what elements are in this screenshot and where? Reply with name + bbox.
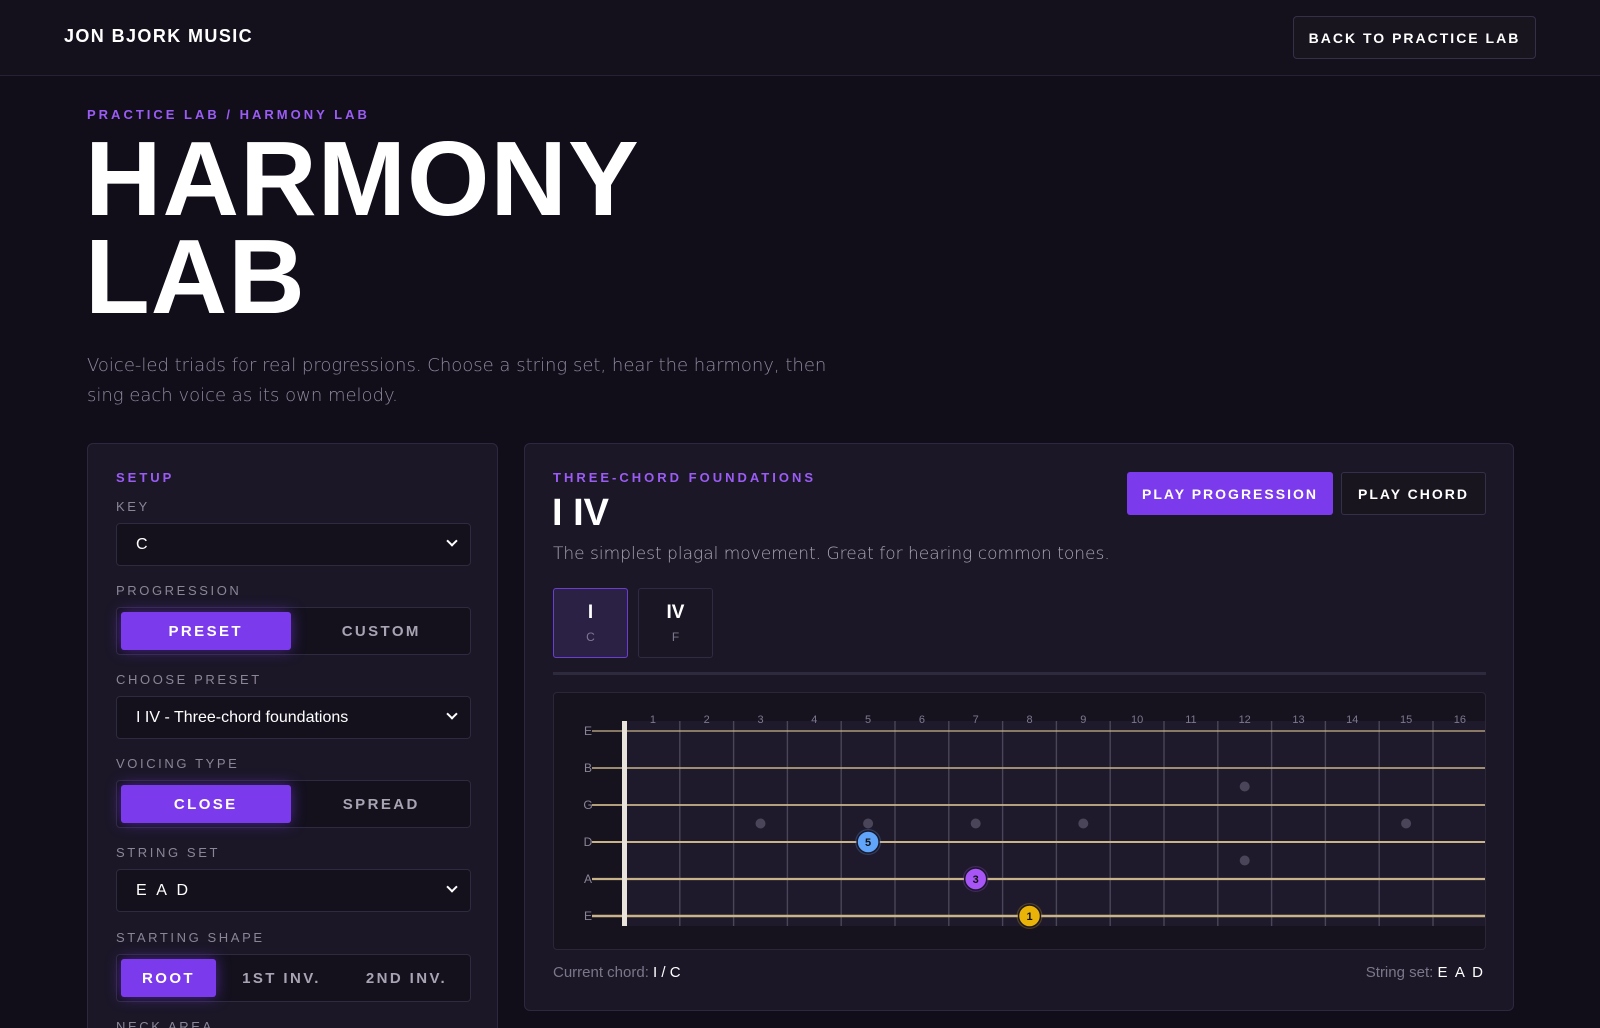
chord-name: C bbox=[586, 630, 595, 644]
note-interval-label: 5 bbox=[865, 837, 871, 849]
voicing-spread-option[interactable]: SPREAD bbox=[342, 795, 420, 813]
string-set-select-value: E A D bbox=[136, 881, 192, 899]
key-select[interactable]: C bbox=[116, 523, 471, 566]
fretboard-container: 1 2 3 4 5 6 7 8 9 10 11 12 13 14 15 16 E B G D A E 5 3 1 bbox=[553, 692, 1488, 950]
current-chord-label: Current chord: bbox=[553, 964, 649, 981]
play-progression-button[interactable]: PLAY PROGRESSION bbox=[1127, 472, 1333, 515]
fret-number: 3 bbox=[757, 714, 763, 726]
fret-number: 7 bbox=[973, 714, 979, 726]
back-to-practice-lab-button[interactable]: BACK TO PRACTICE LAB bbox=[1293, 16, 1536, 59]
neck-area-label: NECK AREA bbox=[116, 1019, 214, 1028]
starting-shape-label: STARTING SHAPE bbox=[116, 930, 265, 945]
current-chord-readout: Current chord: I / C bbox=[553, 964, 681, 981]
string-set-readout: String set: E A D bbox=[1366, 964, 1485, 981]
note-marker bbox=[1017, 904, 1042, 928]
chevron-down-icon bbox=[446, 708, 458, 720]
fret-number: 2 bbox=[704, 714, 710, 726]
current-chord-value: I / C bbox=[653, 964, 681, 981]
note-interval-label: 1 bbox=[1026, 911, 1032, 923]
fret-inlay-dot bbox=[863, 818, 874, 829]
progression-category: THREE-CHORD FOUNDATIONS bbox=[553, 470, 817, 485]
divider bbox=[553, 672, 1486, 675]
progression-toggle: PRESET CUSTOM bbox=[116, 607, 471, 655]
progression-panel: THREE-CHORD FOUNDATIONS I IV The simples… bbox=[524, 443, 1514, 1011]
fret-number: 5 bbox=[865, 714, 871, 726]
fret-inlay-dot bbox=[1239, 781, 1250, 792]
string-name: D bbox=[584, 835, 593, 849]
preset-select[interactable]: I IV - Three-chord foundations bbox=[116, 696, 471, 739]
string-name: G bbox=[583, 798, 592, 812]
string-set-readout-label: String set: bbox=[1365, 964, 1434, 981]
key-select-value: C bbox=[136, 535, 148, 553]
note-interval-label: 3 bbox=[973, 874, 979, 886]
fret-number: 10 bbox=[1131, 714, 1143, 726]
fretboard-wood bbox=[626, 721, 1487, 926]
shape-root-option[interactable]: ROOT bbox=[121, 959, 216, 997]
voicing-toggle: CLOSE SPREAD bbox=[116, 780, 471, 828]
voicing-type-label: VOICING TYPE bbox=[116, 756, 240, 771]
note-marker bbox=[856, 830, 880, 854]
setup-panel: SETUP KEY C PROGRESSION PRESET CUSTOM CH… bbox=[87, 443, 498, 1028]
fret-number: 9 bbox=[1080, 714, 1086, 726]
fret-inlay-dot bbox=[970, 818, 981, 829]
note-marker bbox=[963, 867, 988, 891]
fret-number: 6 bbox=[919, 714, 925, 726]
chevron-down-icon bbox=[446, 535, 458, 547]
page-title-line-1: HARMONY bbox=[85, 120, 640, 238]
top-bar: JON BJORK MUSIC BACK TO PRACTICE LAB bbox=[0, 0, 1600, 76]
chord-tab-iv[interactable]: IV F bbox=[638, 588, 713, 658]
chord-tab-i[interactable]: I C bbox=[553, 588, 628, 658]
string-set-readout-value: E A D bbox=[1437, 964, 1485, 981]
fret-number: 1 bbox=[650, 714, 656, 726]
page-title-line-2: LAB bbox=[85, 218, 306, 336]
choose-preset-label: CHOOSE PRESET bbox=[116, 672, 262, 687]
shape-first-inversion-option[interactable]: 1ST INV. bbox=[242, 969, 321, 987]
progression-label: PROGRESSION bbox=[116, 583, 242, 598]
setup-heading: SETUP bbox=[116, 470, 175, 485]
string-set-label: STRING SET bbox=[116, 845, 221, 860]
string-name: E bbox=[584, 909, 592, 923]
fret-number: 8 bbox=[1026, 714, 1032, 726]
starting-shape-toggle: ROOT 1ST INV. 2ND INV. bbox=[116, 954, 471, 1002]
fret-number: 16 bbox=[1454, 714, 1466, 726]
fret-inlay-dot bbox=[1078, 818, 1089, 829]
play-chord-button[interactable]: PLAY CHORD bbox=[1341, 472, 1486, 515]
fret-number: 15 bbox=[1400, 714, 1412, 726]
page-subtitle: Voice-led triads for real progressions. … bbox=[87, 355, 827, 406]
fret-number: 13 bbox=[1292, 714, 1304, 726]
preset-select-value: I IV - Three-chord foundations bbox=[136, 708, 349, 726]
chord-name: F bbox=[671, 630, 680, 644]
string-set-select[interactable]: E A D bbox=[116, 869, 471, 912]
key-label: KEY bbox=[116, 499, 150, 514]
guitar-nut bbox=[622, 721, 627, 926]
chord-numeral: I bbox=[587, 602, 594, 623]
fret-inlay-dot bbox=[1401, 818, 1412, 829]
brand-logo[interactable]: JON BJORK MUSIC bbox=[64, 26, 254, 46]
string-name: A bbox=[584, 872, 592, 886]
fret-number: 11 bbox=[1185, 714, 1196, 726]
chevron-down-icon bbox=[446, 881, 458, 893]
string-name: E bbox=[584, 724, 592, 738]
fret-number: 4 bbox=[811, 714, 817, 726]
progression-title: I IV bbox=[552, 492, 610, 534]
fret-inlay-dot bbox=[1239, 855, 1250, 866]
fret-inlay-dot bbox=[755, 818, 766, 829]
string-name: B bbox=[584, 761, 592, 775]
progression-custom-option[interactable]: CUSTOM bbox=[341, 622, 421, 640]
progression-description: The simplest plagal movement. Great for … bbox=[553, 544, 1110, 564]
fret-number: 14 bbox=[1346, 714, 1358, 726]
chord-numeral: IV bbox=[666, 602, 685, 623]
breadcrumb: PRACTICE LAB / HARMONY LAB bbox=[87, 107, 370, 122]
fret-number: 12 bbox=[1239, 714, 1251, 726]
voicing-close-option[interactable]: CLOSE bbox=[121, 785, 291, 823]
page-title: HARMONY LAB bbox=[85, 120, 785, 336]
progression-preset-option[interactable]: PRESET bbox=[121, 612, 291, 650]
shape-second-inversion-option[interactable]: 2ND INV. bbox=[365, 969, 448, 987]
